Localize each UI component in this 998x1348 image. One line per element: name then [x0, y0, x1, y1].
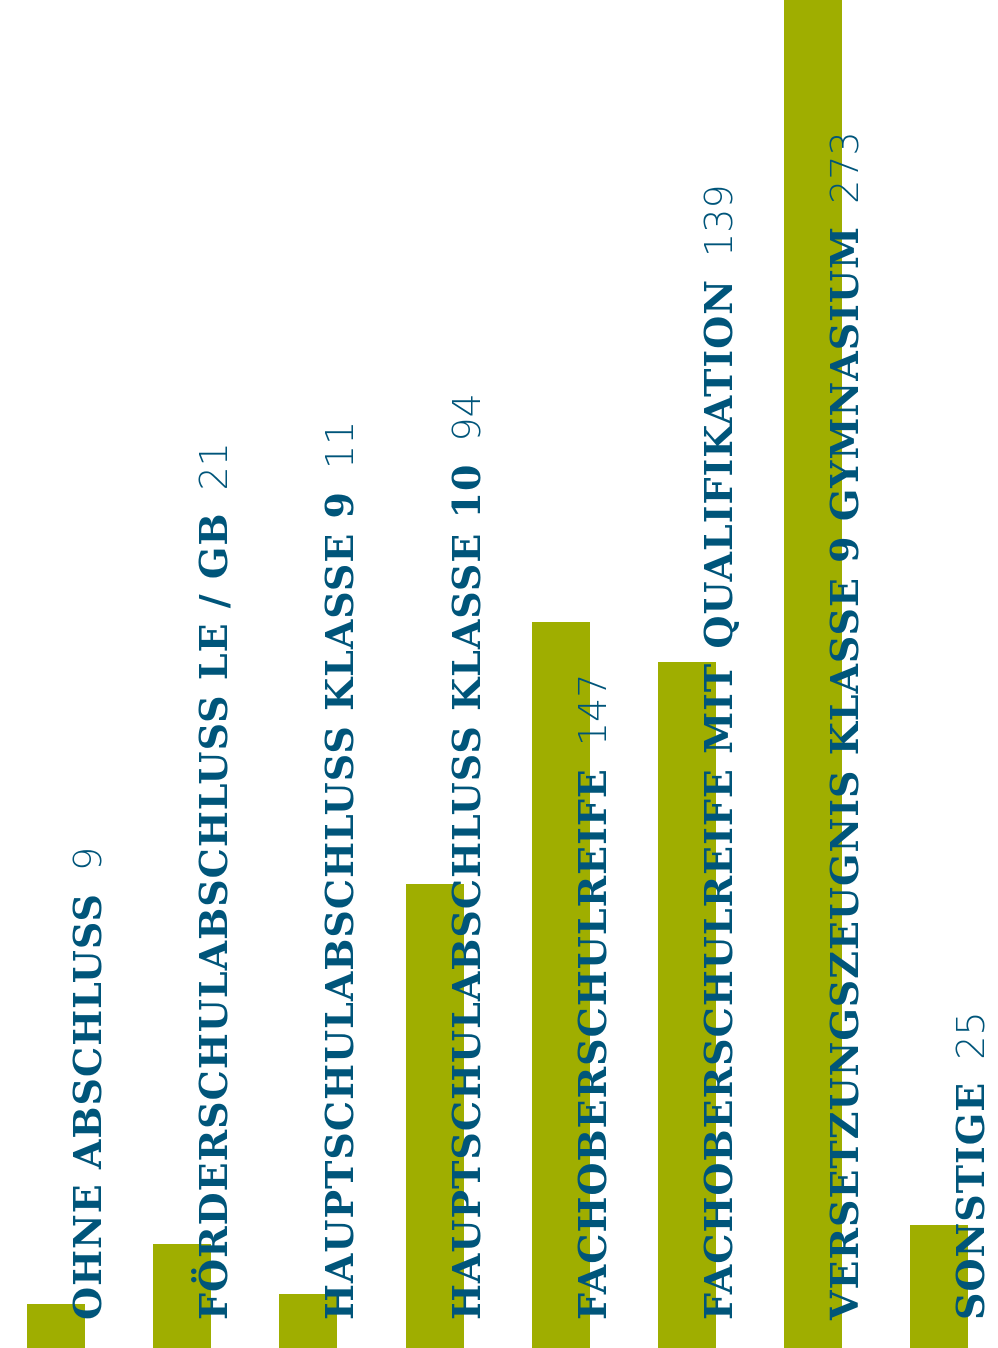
- bar-label-2: FÖRDERSCHULABSCHLUSS LE / GB 21: [191, 442, 237, 1320]
- category-label: FACHOBERSCHULREIFE MIT QUALIFIKATION: [696, 278, 741, 1320]
- bar-3: [279, 1293, 338, 1348]
- bar-label-4: HAUPTSCHULABSCHLUSS KLASSE 10 94: [444, 393, 489, 1320]
- bar-1: [27, 1303, 85, 1348]
- category-label: HAUPTSCHULABSCHLUSS KLASSE 9: [317, 491, 363, 1320]
- bar-8: [910, 1224, 969, 1348]
- bar-label-8: SONSTIGE 25: [948, 1011, 994, 1320]
- value-label: 139: [697, 184, 741, 257]
- value-label: 21: [192, 442, 237, 491]
- value-label: 9: [66, 846, 110, 872]
- value-label: 94: [444, 393, 489, 442]
- bar-label-1: OHNE ABSCHLUSS 9: [65, 846, 110, 1320]
- bar-label-6: FACHOBERSCHULREIFE MIT QUALIFIKATION 139: [696, 184, 741, 1320]
- category-label: VERSETZUNGSZEUGNIS KLASSE 9 GYMNASIUM: [822, 225, 868, 1320]
- value-label: 25: [949, 1011, 994, 1060]
- category-label: HAUPTSCHULABSCHLUSS KLASSE 10: [443, 463, 489, 1320]
- bar-7: [784, 0, 843, 1348]
- category-label: FÖRDERSCHULABSCHLUSS LE / GB: [191, 512, 237, 1320]
- bar-4: [405, 883, 464, 1348]
- value-label: 147: [570, 673, 615, 747]
- bar-6: [658, 661, 716, 1348]
- value-label: 11: [318, 420, 363, 469]
- category-label: OHNE ABSCHLUSS: [65, 893, 110, 1320]
- bar-2: [153, 1244, 212, 1348]
- bar-label-7: VERSETZUNGSZEUGNIS KLASSE 9 GYMNASIUM 273: [822, 131, 868, 1320]
- bar-label-5: FACHOBERSCHULREIFE 147: [570, 673, 615, 1320]
- bar-label-3: HAUPTSCHULABSCHLUSS KLASSE 9 11: [317, 420, 363, 1320]
- value-label: 273: [823, 131, 868, 204]
- category-label: SONSTIGE: [948, 1081, 994, 1320]
- category-label: FACHOBERSCHULREIFE: [569, 768, 615, 1320]
- bar-5: [531, 622, 590, 1348]
